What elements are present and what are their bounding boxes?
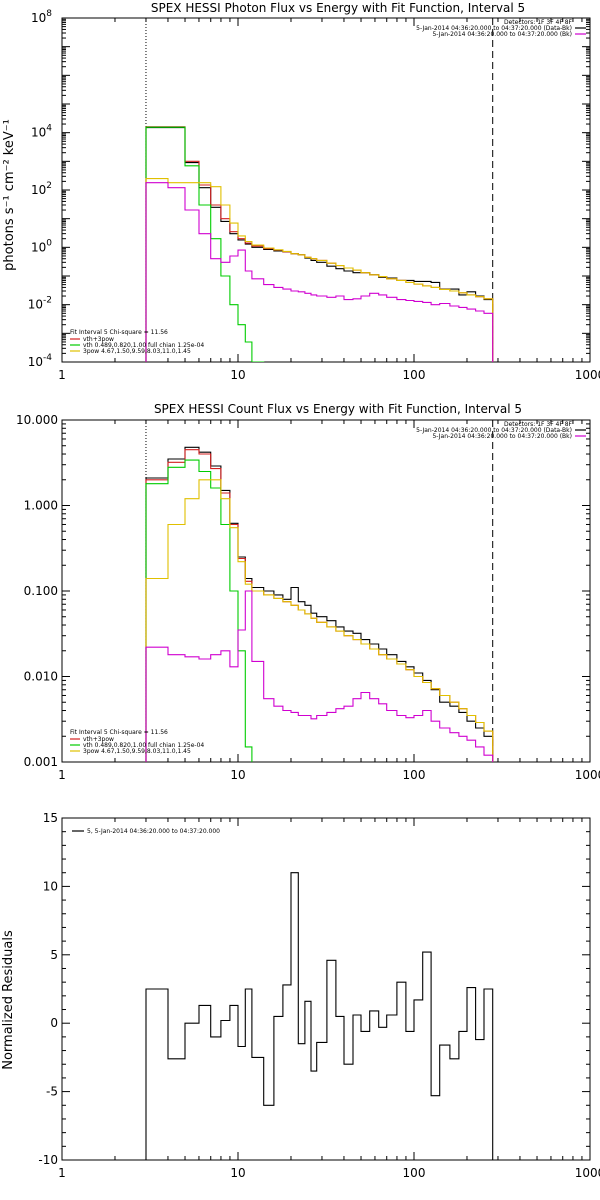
legend-header: Fit Interval 5 Chi-square = 11.56 xyxy=(70,329,168,336)
series-line-3 xyxy=(145,479,494,762)
y-tick-label: 0.001 xyxy=(24,755,58,769)
photon-flux-title: SPEX HESSI Photon Flux vs Energy with Fi… xyxy=(151,1,525,15)
data-series-group xyxy=(145,126,494,362)
legend-top-right-text: 5-Jan-2014 04:36:20.000 to 04:37:20.000 … xyxy=(416,427,572,434)
legend-top-right-text: 5-Jan-2014 04:36:20.000 to 04:37:20.000 … xyxy=(416,25,572,32)
legend-top-right-text: Detectors: 1F 3F 4F 8F xyxy=(504,19,573,26)
x-tick-label: 100 xyxy=(403,368,426,382)
series-line-1 xyxy=(145,449,494,762)
y-tick-label: 10.000 xyxy=(16,413,58,427)
photon-flux-panel: SPEX HESSI Photon Flux vs Energy with Fi… xyxy=(2,1,600,382)
y-tick-label: 102 xyxy=(31,181,52,197)
x-tick-label: 1 xyxy=(58,768,66,782)
legend-entry: 5, 5-Jan-2014 04:36:20.000 to 04:37:20.0… xyxy=(87,828,220,835)
y-tick-label: 10-2 xyxy=(28,296,52,312)
y-tick-label: 108 xyxy=(31,9,52,25)
series-line-2 xyxy=(145,459,253,762)
y-tick-label: 0.010 xyxy=(24,670,58,684)
legend-entry: vth 0.489,0.820,1.00 full chian 1.25e-04 xyxy=(83,742,204,749)
plot-frame xyxy=(61,817,591,1161)
x-tick-label: 1 xyxy=(58,1166,66,1180)
legend-entry: 3pow 4.67,1.50,9.59,8.03,11.0,1.45 xyxy=(83,748,191,755)
y-tick-label: 104 xyxy=(31,124,52,140)
series-line-0 xyxy=(145,446,494,762)
count-flux-panel: SPEX HESSI Count Flux vs Energy with Fit… xyxy=(16,402,600,782)
residuals-y-axis-label: Normalized Residuals xyxy=(1,930,16,1070)
series-line-3 xyxy=(145,178,494,362)
legend-entry: 3pow 4.67,1.50,9.59,8.03,11.0,1.45 xyxy=(83,348,191,355)
count-flux-title: SPEX HESSI Count Flux vs Energy with Fit… xyxy=(154,402,522,416)
x-tick-label: 10 xyxy=(230,1166,245,1180)
legend-entry: vth+3pow xyxy=(83,336,114,343)
series-line-4 xyxy=(145,590,494,762)
y-tick-label: 5 xyxy=(50,948,58,962)
y-tick-label: 0 xyxy=(50,1016,58,1030)
y-tick-label: 10-4 xyxy=(28,353,53,369)
y-tick-label: 1.000 xyxy=(24,499,58,513)
x-tick-label: 100 xyxy=(403,768,426,782)
y-tick-label: 0.100 xyxy=(24,584,58,598)
data-series-group xyxy=(145,872,494,1160)
y-tick-label: -5 xyxy=(46,1085,58,1099)
legend-top-right-text: Detectors: 1F 3F 4F 8F xyxy=(504,421,573,428)
x-tick-label: 1 xyxy=(58,368,66,382)
legend-top-right-text: 5-Jan-2014 04:36:20.000 to 04:37:20.000 … xyxy=(432,31,572,38)
legend-top-right-text: 5-Jan-2014 04:36:20.000 to 04:37:20.000 … xyxy=(432,433,572,440)
photon-flux-y-axis-label: photons s⁻¹ cm⁻² keV⁻¹ xyxy=(2,119,17,271)
legend-header: Fit Interval 5 Chi-square = 11.56 xyxy=(70,729,168,736)
data-series-group xyxy=(145,446,494,762)
y-tick-label: -10 xyxy=(38,1153,58,1167)
y-tick-label: 15 xyxy=(43,811,58,825)
y-tick-label: 10 xyxy=(43,879,58,893)
series-line-2 xyxy=(145,126,265,362)
x-tick-label: 10 xyxy=(230,768,245,782)
plot-frame xyxy=(61,17,591,363)
y-tick-label: 100 xyxy=(31,238,52,254)
x-tick-label: 100 xyxy=(403,1166,426,1180)
legend-entry: vth+3pow xyxy=(83,736,114,743)
series-line-4 xyxy=(145,182,494,362)
plot-frame xyxy=(61,419,591,763)
x-tick-label: 10 xyxy=(230,368,245,382)
legend-entry: vth 0.489,0.820,1.00 full chian 1.25e-04 xyxy=(83,342,204,349)
series-line-0 xyxy=(145,872,494,1160)
series-line-0 xyxy=(145,127,494,362)
